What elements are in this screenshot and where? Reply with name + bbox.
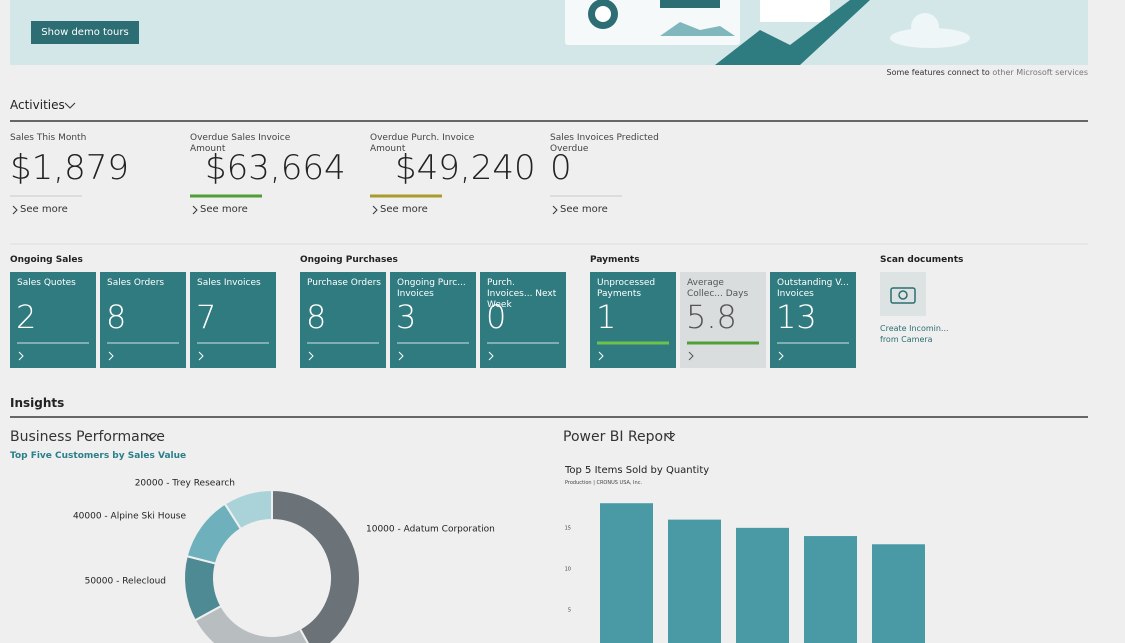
camera-icon — [890, 287, 916, 304]
chevron — [372, 205, 378, 215]
y-tick-label: 5 — [568, 607, 571, 613]
cue-value: 8 — [306, 298, 327, 336]
scan-label[interactable]: from Camera — [880, 335, 933, 344]
chevron — [398, 351, 404, 361]
section-title: Insights — [10, 396, 65, 410]
cue-value: 13 — [776, 298, 817, 336]
y-tick-label: 15 — [565, 525, 571, 531]
cue-label: Sales Orders — [107, 278, 165, 288]
kpi-value: $63,664 — [205, 148, 346, 188]
note-link[interactable]: other Microsoft services — [992, 68, 1088, 77]
cue-value: 2 — [16, 298, 37, 336]
cue-tile[interactable] — [480, 272, 566, 368]
kpi-value: 0 — [550, 148, 572, 188]
scan-button[interactable] — [880, 272, 926, 316]
kpi-label: Overdue Sales Invoice Amount — [190, 133, 291, 154]
see-more-link[interactable]: See more — [20, 204, 68, 215]
cue-group-title: Scan documents — [880, 255, 964, 265]
demo-button[interactable] — [31, 21, 139, 44]
chevron — [18, 351, 24, 361]
chevron — [12, 205, 18, 215]
part-title: Business Performance — [10, 429, 165, 445]
part-title: Power BI Report — [563, 429, 675, 445]
slice-label: 50000 - Relecloud — [85, 577, 166, 587]
cue-value: 5.8 — [686, 298, 737, 336]
chevron — [308, 351, 314, 361]
banner-wave — [660, 22, 735, 36]
cue-label: Sales Quotes — [17, 278, 76, 288]
chevron — [664, 433, 676, 440]
chart-subtitle: Production | CRONUS USA, Inc. — [565, 480, 642, 486]
cue-group-title: Payments — [590, 255, 640, 265]
cue-value: 8 — [106, 298, 127, 336]
chevron — [146, 433, 158, 440]
cue-tile[interactable] — [590, 272, 676, 368]
kpi-label: Overdue Purch. Invoice Amount — [370, 133, 475, 154]
cue-label: Purchase Orders — [307, 278, 381, 288]
see-more-link[interactable]: See more — [200, 204, 248, 215]
cue-value: 7 — [196, 298, 217, 336]
camera-icon — [898, 290, 908, 300]
chevron — [64, 102, 76, 109]
cue-group-title: Ongoing Sales — [10, 255, 83, 265]
cue-label: Purch. Invoices... Next Week — [487, 278, 557, 310]
cue-tile[interactable] — [300, 272, 386, 368]
kpi-value: $1,879 — [10, 148, 129, 188]
cue-label: Sales Invoices — [197, 278, 261, 288]
cue-label: Average Collec... Days — [687, 278, 749, 299]
banner-cloud — [911, 13, 939, 41]
chevron — [192, 205, 198, 215]
cue-value: 0 — [486, 298, 507, 336]
cue-tile[interactable] — [680, 272, 766, 368]
bar — [668, 519, 721, 643]
bar — [872, 544, 925, 643]
bar — [600, 503, 653, 643]
cue-label: Unprocessed Payments — [597, 278, 656, 299]
slice-label: 20000 - Trey Research — [135, 479, 235, 489]
cue-label: Outstanding V... Invoices — [777, 278, 849, 299]
cue-label: Ongoing Purc... Invoices — [397, 278, 466, 299]
banner-icon — [595, 6, 611, 22]
chevron — [488, 351, 494, 361]
kpi-value: $49,240 — [395, 148, 536, 188]
bar — [804, 536, 857, 643]
cue-group-title: Ongoing Purchases — [300, 255, 398, 265]
donut-slice — [223, 488, 273, 531]
banner-note: Some features connect to other Microsoft… — [886, 68, 1088, 77]
y-tick-label: 10 — [565, 566, 571, 572]
banner-bars — [660, 0, 720, 8]
slice-label: 10000 - Adatum Corporation — [366, 525, 495, 535]
chevron — [688, 351, 694, 361]
chevron — [552, 205, 558, 215]
chevron — [108, 351, 114, 361]
donut-slice — [271, 488, 361, 643]
cue-value: 1 — [596, 298, 617, 336]
chart-title: Top 5 Items Sold by Quantity — [564, 465, 709, 476]
see-more-link[interactable]: See more — [380, 204, 428, 215]
chevron — [198, 351, 204, 361]
section-title: Activities — [10, 98, 65, 112]
cue-tile[interactable] — [100, 272, 186, 368]
scan-label[interactable]: Create Incomin... — [880, 324, 949, 333]
cue-tile[interactable] — [190, 272, 276, 368]
bar — [736, 527, 789, 643]
see-more-link[interactable]: See more — [560, 204, 608, 215]
demo-button-label[interactable]: Show demo tours — [41, 27, 129, 38]
chevron — [598, 351, 604, 361]
cue-tile[interactable] — [770, 272, 856, 368]
kpi-label: Sales Invoices Predicted Overdue — [550, 133, 659, 154]
cue-tile[interactable] — [10, 272, 96, 368]
kpi-label: Sales This Month — [10, 133, 87, 143]
banner-shape — [715, 0, 870, 65]
banner-card — [760, 0, 830, 22]
chevron — [778, 351, 784, 361]
chart-title: Top Five Customers by Sales Value — [10, 451, 187, 461]
slice-label: 40000 - Alpine Ski House — [73, 512, 187, 522]
cue-tile[interactable] — [390, 272, 476, 368]
cue-value: 3 — [396, 298, 417, 336]
